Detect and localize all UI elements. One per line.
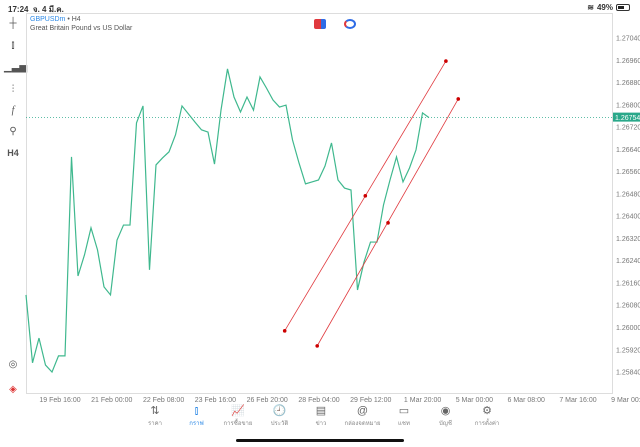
price-tick: 1.26480 [616,191,640,198]
tab-7[interactable]: ◉ บัญชี [421,404,471,428]
channel-anchor-point [444,59,448,63]
tab-label: ข่าว [315,421,327,427]
timer-icon[interactable] [344,19,356,29]
price-tick: 1.25840 [616,370,640,377]
tab-icon: @ [356,405,369,417]
battery-percent: 49% [596,3,613,12]
tab-5[interactable]: @ กล่องจดหมาย [338,404,388,428]
channel-anchor-point [315,344,320,348]
symbol-name[interactable]: GBPUSDm [30,16,66,23]
objects-icon[interactable]: ⚲ [9,126,17,137]
logo-icon[interactable]: ◈ [9,384,17,395]
tab-icon: ⚙ [482,405,492,417]
price-tick: 1.26720 [616,125,640,132]
price-tick: 1.26240 [616,258,640,265]
symbol-description: Great Britain Pound vs US Dollar [30,25,133,32]
function-icon[interactable]: f [11,105,15,116]
price-tick: 1.26800 [616,102,640,109]
channel-anchor-point [363,194,368,198]
time-tick: 28 Feb 04:00 [298,397,339,404]
one-click-trading-icon[interactable] [314,19,326,29]
tab-label: การซื้อขาย [223,421,253,427]
chart-top-icons [314,19,356,29]
price-chart: 1.27040 1.26960 1.26880 1.26800 1.26720 1.266… [25,36,640,404]
tab-label: ราคา [148,421,162,427]
indicators-icon[interactable]: ▁▃▅ [4,62,28,73]
timeframe-button[interactable]: H4 [7,148,19,158]
tab-label: กล่องจดหมาย [344,421,381,427]
time-tick: 6 Mar 08:00 [508,397,545,404]
tab-icon: 📈 [231,405,245,417]
current-price-badge [613,112,640,122]
price-tick: 1.26400 [616,214,640,221]
left-toolbar: ┼ ⫾ ▁▃▅ ⫶ f ⚲ H4 ◎ ◈ [0,13,28,398]
tab-label: กราฟ [189,421,204,427]
time-tick: 26 Feb 20:00 [247,397,288,404]
time-tick: 1 Mar 20:00 [404,397,441,404]
price-tick: 1.25920 [616,347,640,354]
tab-4[interactable]: ▤ ข่าว [296,404,346,428]
tab-label: บัญชี [439,421,452,427]
wifi-icon: ≋ [587,3,594,12]
time-tick: 22 Feb 08:00 [143,397,184,404]
tab-icon: ⫾ [194,405,199,417]
channel-anchor-point [282,329,287,333]
tab-icon: ▭ [398,405,410,417]
channel-anchor-point [386,221,390,225]
chart-area[interactable] [26,13,613,394]
price-tick: 1.26320 [616,236,640,243]
tab-label: ประวัติ [270,421,289,427]
price-tick: 1.26640 [616,147,640,154]
price-tick: 1.27040 [616,36,640,43]
date: จ. 4 มี.ค. [32,5,64,14]
tab-0[interactable]: ⇅ ราคา [130,404,180,428]
tab-icon: ▤ [315,405,327,417]
tab-3[interactable]: 🕘 ประวัติ [255,404,305,428]
current-price-label: 1.26754 [615,115,640,122]
tab-2[interactable]: 📈 การซื้อขาย [213,404,263,428]
status-bar: 17:24 จ. 4 มี.ค. ≋ 49% [0,0,640,16]
price-tick: 1.26080 [616,303,640,310]
time-tick: 7 Mar 16:00 [559,397,596,404]
tab-icon: ⇅ [150,405,160,417]
price-tick: 1.26160 [616,280,640,287]
quick-trade-icon[interactable]: ◎ [8,359,18,370]
symbol-info: GBPUSDm • H4 Great Britain Pound vs US D… [30,16,133,32]
home-indicator [236,439,404,442]
time-tick: 9 Mar 00:00 [611,397,640,404]
tab-8[interactable]: ⚙ การตั้งค่า [462,404,512,428]
battery-icon [616,4,630,11]
tab-6[interactable]: ▭ แชท [379,404,429,428]
time-tick: 23 Feb 16:00 [195,397,236,404]
time-tick: 19 Feb 16:00 [39,397,80,404]
time-tick: 5 Mar 00:00 [456,397,493,404]
tab-1[interactable]: ⫾ กราฟ [172,404,222,428]
tab-icon: ◉ [440,405,451,417]
bottom-tab-bar: ⇅ ราคา ⫾ กราฟ 📈 การซื้อขาย 🕘 ประวัติ ▤ ข่าว @ กล่อง… [0,404,640,434]
price-tick: 1.26960 [616,58,640,65]
tab-icon: 🕘 [272,405,287,417]
time-tick: 21 Feb 00:00 [91,397,132,404]
tab-label: แชท [398,421,410,427]
price-tick: 1.26880 [616,80,640,87]
symbol-timeframe: H4 [71,16,81,23]
price-line [25,68,430,374]
channel-anchor-point [456,97,461,101]
settings-sliders-icon[interactable]: ⫶ [11,84,15,95]
price-tick: 1.26000 [616,325,640,332]
crosshair-icon[interactable]: ┼ [9,18,17,29]
candlestick-icon[interactable]: ⫾ [11,40,15,51]
time-tick: 29 Feb 12:00 [350,397,391,404]
clock: 17:24 จ. 4 มี.ค. [8,3,64,16]
price-tick: 1.26560 [616,169,640,176]
tab-label: การตั้งค่า [474,421,500,427]
time: 17:24 [8,5,29,14]
